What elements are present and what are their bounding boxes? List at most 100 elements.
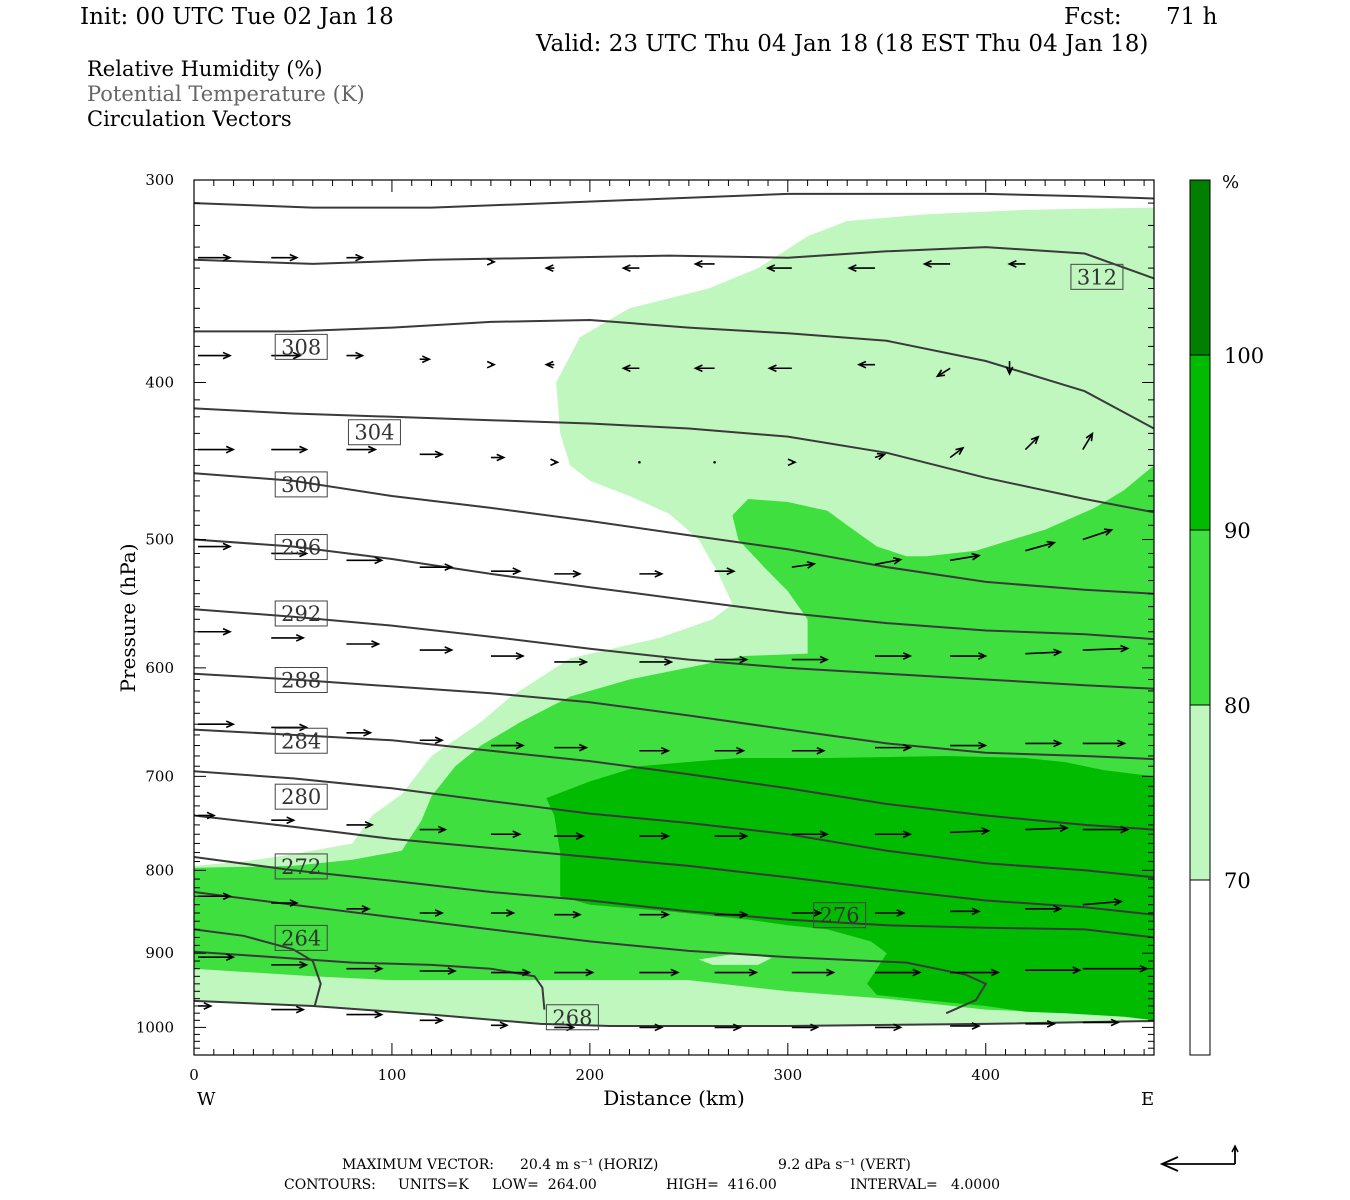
x-tick-label: 0 [189, 1066, 199, 1084]
vector-arrow [639, 658, 674, 666]
contour-label-312: 312 [1070, 263, 1124, 290]
vector-arrow [198, 892, 232, 901]
colorbar-label: 100 [1224, 344, 1264, 368]
vector-arrow [922, 260, 951, 268]
vector-arrow [621, 364, 640, 373]
contour-label-264: 264 [274, 924, 328, 951]
vector-arrow [490, 830, 522, 839]
contour-label-276: 276 [813, 902, 867, 929]
vector-arrow [713, 460, 716, 464]
vector-arrow [1082, 644, 1130, 653]
vector-arrow [554, 910, 582, 919]
vector-arrow [1082, 528, 1114, 541]
vector-arrow [950, 968, 1001, 977]
theta-contour-296 [194, 608, 1154, 690]
theta-contour-308 [194, 407, 1154, 514]
vector-arrow [874, 652, 913, 660]
svg-text:272: 272 [281, 855, 321, 879]
contour-interval: INTERVAL= 4.0000 [850, 1177, 1001, 1193]
vector-arrow [271, 1005, 306, 1014]
vector-arrow [490, 909, 516, 917]
y-tick-label: 400 [145, 373, 174, 391]
x-tick-label: 400 [971, 1066, 1000, 1084]
contour-label-272: 272 [274, 853, 328, 880]
vector-arrow [271, 549, 309, 558]
vector-arrow [791, 968, 836, 977]
vector-arrow [639, 968, 680, 977]
vector-arrow [1025, 904, 1063, 913]
theta-contour-304 [194, 472, 1154, 595]
rh-gap [698, 953, 772, 965]
theta-contour-284 [194, 770, 1154, 879]
vector-arrow [198, 953, 236, 962]
west-label: W [197, 1089, 216, 1110]
theta-contour-288 [194, 728, 1154, 831]
vector-arrow [693, 364, 715, 373]
vector-arrow [346, 640, 381, 648]
vector-arrow [621, 264, 640, 272]
vector-arrow [639, 746, 671, 755]
y-tick-label: 900 [145, 944, 174, 962]
vector-arrow [1025, 739, 1063, 748]
vector-arrow [490, 1021, 509, 1030]
vector-arrow [767, 364, 792, 373]
vector-arrow [638, 460, 641, 464]
vector-arrow [1025, 1019, 1057, 1028]
vector-arrow [198, 542, 232, 551]
contour-label-304: 304 [347, 419, 401, 446]
max-vector-horiz: 20.4 m s⁻¹ (HORIZ) [520, 1157, 659, 1173]
x-tick-label: 300 [773, 1066, 802, 1084]
colorbar-unit: % [1222, 172, 1239, 193]
vector-arrow [714, 910, 749, 919]
y-axis-title: Pressure (hPa) [116, 544, 140, 693]
vector-arrow [949, 446, 965, 459]
vector-arrow [950, 741, 988, 750]
vector-arrow [791, 830, 829, 839]
below-ground [194, 1000, 1154, 1055]
rh-region-90-100 [546, 756, 1154, 1021]
vector-arrow [1082, 431, 1094, 450]
x-tick-label: 100 [378, 1066, 407, 1084]
fcst-value: 71 h [1166, 4, 1218, 30]
vector-arrow [847, 264, 875, 272]
vector-arrow [639, 832, 671, 840]
plot-frame [193, 179, 1155, 1056]
vector-arrow [346, 253, 365, 262]
colorbar-label: 70 [1224, 869, 1251, 893]
contour-units: UNITS=K [398, 1177, 469, 1193]
vector-arrow [346, 556, 384, 565]
vector-arrow [714, 1023, 743, 1032]
vector-arrow [419, 563, 454, 572]
vector-arrow [554, 658, 589, 666]
vector-arrow [1025, 648, 1063, 657]
vector-arrow [490, 453, 506, 462]
vector-arrow [486, 360, 497, 369]
theta-contour-320 [194, 192, 1154, 209]
vector-arrow [639, 569, 664, 578]
vector-arrow [791, 655, 829, 664]
svg-text:300: 300 [281, 473, 321, 497]
fcst-label: Fcst: [1064, 4, 1122, 30]
vector-arrow [1025, 540, 1057, 552]
vector-arrow [639, 910, 671, 919]
svg-text:308: 308 [281, 335, 321, 359]
vector-arrow [490, 567, 522, 576]
svg-text:312: 312 [1077, 265, 1117, 289]
vector-arrow [765, 264, 792, 272]
vector-arrow [554, 832, 586, 840]
contours-label: CONTOURS: [284, 1177, 376, 1193]
contour-low: LOW= 264.00 [492, 1177, 597, 1193]
theta-contour-264 [194, 928, 322, 1007]
vector-arrow [874, 909, 906, 917]
contour-label-268: 268 [545, 1004, 599, 1031]
contour-label-284: 284 [274, 727, 328, 754]
axes: 0 100 200 300 400 300 400 500 600 700 800 900 1000 [136, 171, 1154, 1084]
vector-arrow [950, 552, 981, 562]
vector-arrow [1025, 966, 1082, 975]
vector-arrow [1005, 361, 1014, 376]
theta-contour-312 [194, 318, 1154, 430]
contour-high: HIGH= 416.00 [666, 1177, 777, 1193]
vector-arrow [714, 968, 759, 977]
colorbar-label: 90 [1224, 519, 1251, 543]
vector-arrow [874, 830, 913, 839]
